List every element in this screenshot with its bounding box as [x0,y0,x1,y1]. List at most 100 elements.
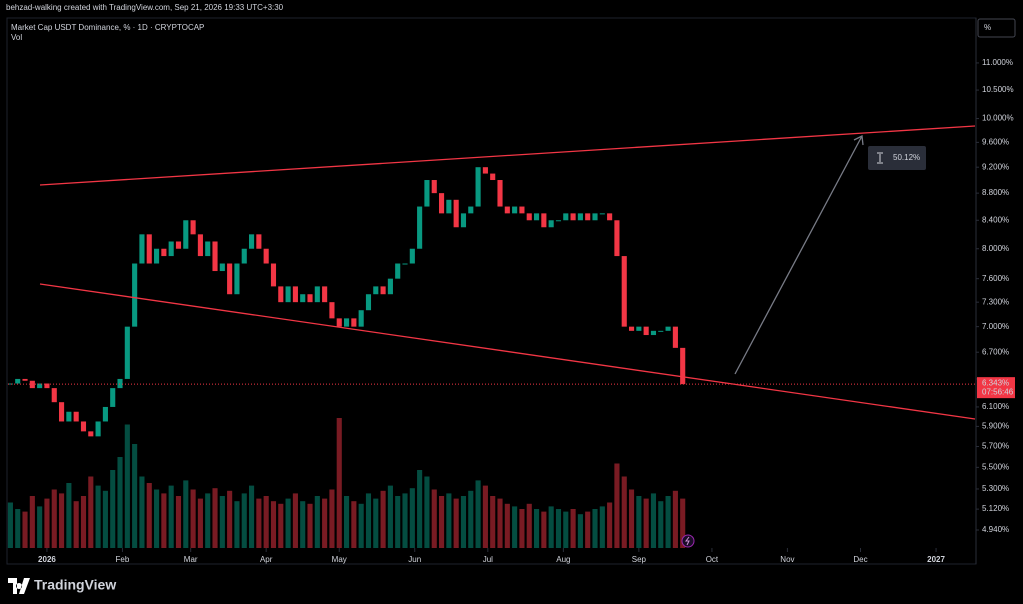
volume-bar [614,463,620,548]
volume-bar [190,489,196,548]
candle-body [263,248,269,264]
projection-arrow [734,135,863,375]
volume-bar [658,501,664,548]
candle-body [190,220,196,235]
event-bolt [685,536,690,546]
candle-body [175,241,182,249]
candle-body [585,213,591,221]
candle-body [555,220,562,222]
upper-trendline [39,125,976,186]
volume-bar [307,503,313,548]
volume-bar [66,483,72,548]
candle-body [146,234,152,264]
volume-bar [51,489,57,548]
volume-bar [37,506,43,548]
candle-body [285,286,291,303]
candle-body [402,263,408,265]
volume-bar [395,496,401,548]
volume-bar [329,489,335,548]
volume-bar [512,506,518,548]
volume-bar [205,493,211,548]
volume-bar [7,502,13,548]
y-tick-label: 9.600% [982,137,1009,146]
lower-trendline [39,283,976,420]
volume-bar [577,514,583,548]
volume-bar [146,483,152,548]
volume-bar [183,480,189,548]
volume-bar [241,493,247,548]
scale-button[interactable] [977,18,1016,38]
candle-body [533,213,540,221]
candle-body [139,234,145,264]
candle-body [387,278,393,295]
x-tick-label: Jul [483,555,493,564]
volume-bar [110,470,116,548]
volume-bar [336,418,342,548]
candle-body [110,388,116,407]
candle-body [380,286,386,295]
volume-bar [249,485,255,548]
volume-bar [278,503,284,548]
candle-body [614,220,620,257]
candle-body [358,310,364,327]
measure-icon [877,152,883,164]
volume-bar [292,493,298,548]
x-tick-label: 2026 [38,555,56,564]
volume-bar [263,496,269,548]
volume-bar [117,457,123,548]
volume-bar [124,424,130,548]
y-tick-label: 6.100% [982,402,1009,411]
measure-box [868,146,926,170]
volume-bar [234,501,240,548]
volume-bar [88,476,94,548]
y-tick-label: 5.900% [982,422,1009,431]
volume-bar [351,501,357,548]
y-tick-label: 7.000% [982,322,1009,331]
candle-body [59,402,65,422]
last-price-label: 6.343% [982,378,1009,387]
volume-bar [504,503,510,548]
volume-bar [672,490,678,548]
candle-body [88,431,94,437]
volume-bar [665,496,671,548]
x-tick-label: Sep [632,555,647,564]
volume-bar [139,476,145,548]
candle-body [314,286,320,303]
countdown-label: 07:56:46 [982,387,1014,396]
candle-body [66,411,72,422]
candle-body [519,206,525,214]
candle-body [643,326,649,336]
candle-body [73,411,79,422]
volume-bar [680,498,686,548]
y-tick-label: 5.700% [982,442,1009,451]
candle-body [621,256,627,327]
volume-bar [555,509,562,548]
volume-bar [168,485,174,548]
volume-bar [73,501,79,548]
candle-body [278,286,284,303]
candle-body [212,241,218,272]
volume-bar [29,496,35,548]
volume-bar [227,490,233,548]
candle-body [351,318,357,327]
candle-body [336,318,342,327]
volume-bar [468,490,474,548]
candle-body [227,263,233,295]
y-tick-label: 5.300% [982,484,1009,493]
candle-body [453,199,459,228]
candle-body [475,167,481,207]
volume-bar [270,501,277,548]
candle-body [541,213,547,228]
volume-bar [453,498,459,548]
volume-bar [431,489,437,548]
scale-button-label[interactable]: % [984,23,991,32]
volume-bar [533,509,540,548]
brand-logo [8,578,30,594]
measure-label: 50.12% [893,153,920,162]
candle-body [256,234,262,249]
y-tick-label: 6.700% [982,347,1009,356]
volume-bar [322,498,328,548]
volume-bar [212,488,218,548]
volume-bar [541,511,547,548]
